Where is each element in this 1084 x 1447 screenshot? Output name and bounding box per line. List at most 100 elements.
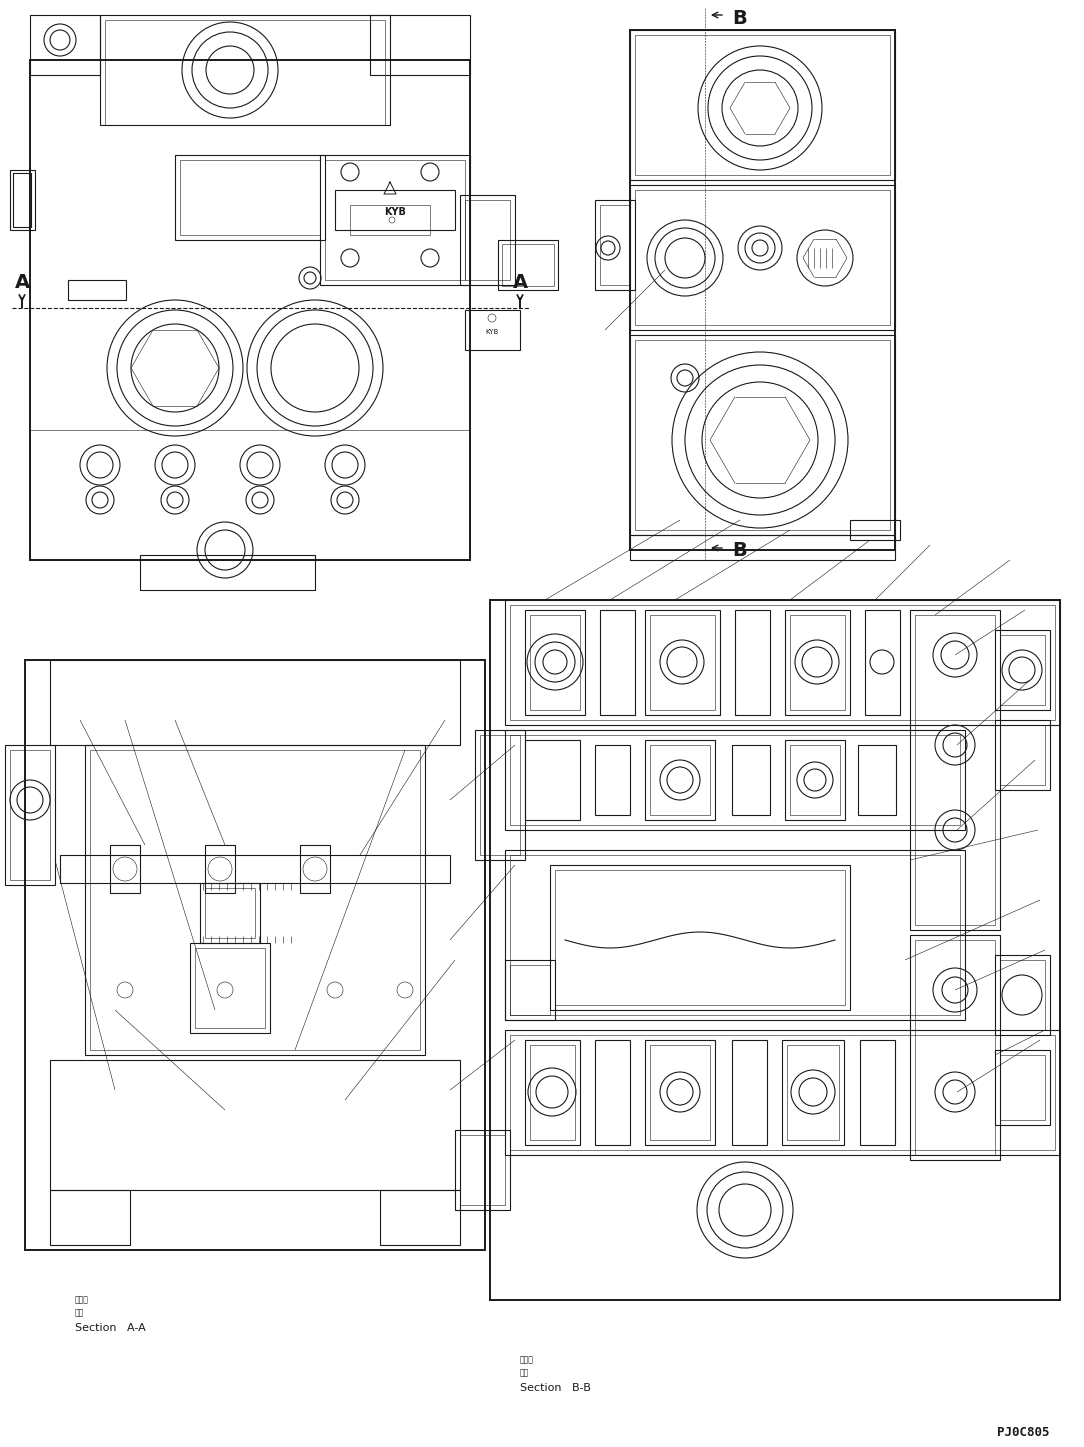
- Bar: [320, 155, 470, 285]
- Text: 断面图: 断面图: [75, 1295, 89, 1305]
- Bar: [1001, 959, 1045, 1030]
- Bar: [509, 605, 1055, 721]
- Bar: [480, 735, 520, 855]
- Text: B: B: [733, 9, 747, 27]
- Bar: [465, 310, 520, 350]
- Bar: [370, 14, 470, 75]
- Bar: [732, 1040, 767, 1145]
- Bar: [505, 601, 1060, 725]
- Bar: [785, 739, 846, 820]
- Bar: [735, 611, 770, 715]
- Bar: [335, 190, 455, 230]
- Bar: [505, 959, 555, 1020]
- Bar: [1001, 1055, 1045, 1120]
- Bar: [505, 729, 965, 831]
- Bar: [850, 519, 900, 540]
- Bar: [550, 865, 850, 1010]
- Bar: [109, 845, 140, 893]
- Bar: [1001, 725, 1045, 786]
- Bar: [325, 161, 465, 281]
- Bar: [105, 20, 385, 124]
- Bar: [505, 1030, 1060, 1155]
- Bar: [732, 745, 770, 815]
- Bar: [190, 943, 270, 1033]
- Bar: [460, 1134, 505, 1205]
- Bar: [50, 1061, 460, 1189]
- Bar: [630, 30, 895, 550]
- Bar: [645, 739, 715, 820]
- Text: KYB: KYB: [384, 207, 405, 217]
- Bar: [787, 1045, 839, 1140]
- Bar: [25, 660, 485, 1250]
- Bar: [995, 629, 1050, 710]
- Bar: [909, 611, 1001, 930]
- Bar: [498, 240, 558, 289]
- Bar: [460, 195, 515, 285]
- Bar: [650, 1045, 710, 1140]
- Text: 断面图: 断面图: [520, 1356, 534, 1365]
- Bar: [509, 965, 550, 1014]
- Bar: [350, 205, 430, 234]
- Bar: [995, 1051, 1050, 1124]
- Text: KYB: KYB: [486, 328, 499, 336]
- Bar: [30, 430, 470, 560]
- Bar: [509, 735, 960, 825]
- Bar: [50, 660, 460, 745]
- Bar: [995, 721, 1050, 790]
- Text: 方法: 方法: [75, 1308, 85, 1318]
- Bar: [909, 935, 1001, 1160]
- Text: PJ0C805: PJ0C805: [997, 1425, 1050, 1438]
- Bar: [635, 190, 890, 326]
- Bar: [175, 155, 325, 240]
- Bar: [30, 14, 100, 75]
- Bar: [530, 1045, 575, 1140]
- Bar: [595, 1040, 630, 1145]
- Bar: [650, 745, 710, 815]
- Bar: [525, 611, 585, 715]
- Bar: [555, 870, 846, 1006]
- Bar: [100, 14, 390, 124]
- Bar: [860, 1040, 895, 1145]
- Bar: [630, 185, 895, 330]
- Bar: [205, 845, 235, 893]
- Bar: [300, 845, 330, 893]
- Bar: [530, 615, 580, 710]
- Bar: [601, 611, 635, 715]
- Bar: [455, 1130, 509, 1210]
- Bar: [505, 849, 965, 1020]
- Bar: [1001, 635, 1045, 705]
- Bar: [915, 941, 995, 1155]
- Bar: [13, 174, 31, 227]
- Bar: [68, 281, 126, 300]
- Bar: [790, 745, 840, 815]
- Bar: [509, 855, 960, 1014]
- Text: B: B: [733, 541, 747, 560]
- Bar: [465, 200, 509, 281]
- Bar: [635, 35, 890, 175]
- Bar: [915, 615, 995, 925]
- Bar: [785, 611, 850, 715]
- Bar: [10, 750, 50, 880]
- Bar: [630, 535, 895, 560]
- Bar: [509, 1035, 1055, 1150]
- Bar: [995, 955, 1050, 1035]
- Bar: [60, 855, 450, 883]
- Text: 方法: 方法: [520, 1369, 529, 1378]
- Bar: [90, 750, 420, 1051]
- Bar: [630, 336, 895, 535]
- Text: A: A: [14, 272, 29, 291]
- Bar: [595, 745, 630, 815]
- Bar: [645, 611, 720, 715]
- Bar: [525, 739, 580, 820]
- Bar: [205, 888, 255, 938]
- Bar: [502, 245, 554, 287]
- Bar: [635, 340, 890, 530]
- Bar: [630, 30, 895, 179]
- Bar: [180, 161, 320, 234]
- Bar: [595, 200, 635, 289]
- Bar: [50, 1189, 130, 1244]
- Bar: [195, 948, 264, 1027]
- Bar: [5, 745, 55, 886]
- Bar: [790, 615, 846, 710]
- Bar: [30, 59, 470, 560]
